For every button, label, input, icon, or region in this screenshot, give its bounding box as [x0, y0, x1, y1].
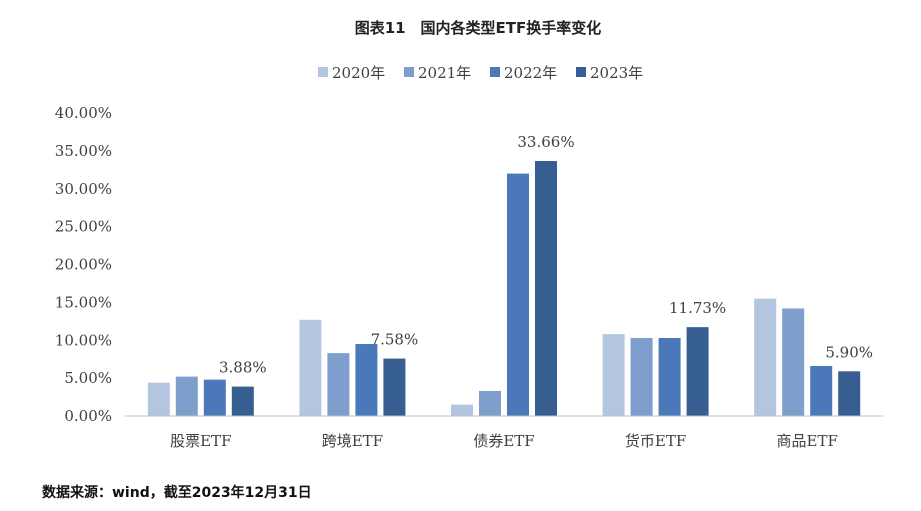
- legend-label: 2020年: [332, 64, 385, 82]
- legend-label: 2022年: [504, 64, 557, 82]
- bar-1-3: [451, 404, 473, 416]
- chart-title: 图表11 国内各类型ETF换手率变化: [355, 19, 602, 37]
- bar-2-1: [175, 376, 198, 416]
- data-label: 3.88%: [219, 359, 267, 377]
- bar-1-1: [147, 382, 170, 416]
- x-tick-label: 债券ETF: [473, 432, 534, 450]
- bar-4-3: [535, 161, 557, 416]
- source-note: 数据来源：wind，截至2023年12月31日: [42, 484, 312, 501]
- bar-1-5: [754, 298, 777, 416]
- y-tick-label: 25.00%: [55, 218, 112, 236]
- bar-3-3: [507, 173, 529, 416]
- bar-1-2: [299, 319, 322, 416]
- bar-2-5: [782, 308, 805, 416]
- bar-3-2: [355, 344, 378, 416]
- x-tick-label: 商品ETF: [777, 432, 838, 450]
- data-label: 7.58%: [371, 331, 419, 349]
- y-tick-label: 15.00%: [55, 293, 112, 311]
- bar-1-4: [602, 334, 625, 416]
- bar-4-1: [231, 386, 254, 416]
- bar-3-1: [203, 379, 226, 416]
- y-tick-label: 35.00%: [55, 142, 112, 160]
- data-labels: 3.88% 7.58% 33.66% 11.73% 5.90%: [219, 133, 873, 377]
- y-tick-label: 40.00%: [55, 104, 112, 122]
- x-tick-label: 跨境ETF: [322, 432, 383, 450]
- legend-swatch: [490, 67, 500, 77]
- bar-4-4: [686, 327, 709, 416]
- x-axis: 股票ETF 跨境ETF 债券ETF 货币ETF 商品ETF: [170, 432, 838, 450]
- data-label: 5.90%: [825, 343, 873, 361]
- x-tick-label: 货币ETF: [625, 432, 686, 450]
- legend-swatch: [576, 67, 586, 77]
- legend-label: 2021年: [418, 64, 471, 82]
- y-tick-label: 20.00%: [55, 256, 112, 274]
- x-tick-label: 股票ETF: [170, 432, 231, 450]
- bar-4-5: [838, 371, 861, 416]
- bar-2-3: [479, 391, 501, 416]
- legend-label: 2023年: [590, 64, 643, 82]
- bar-2-4: [630, 337, 653, 416]
- legend-swatch: [404, 67, 414, 77]
- y-tick-label: 30.00%: [55, 180, 112, 198]
- bar-2-2: [327, 353, 350, 416]
- bar-3-4: [658, 337, 681, 416]
- y-axis: 0.00% 5.00% 10.00% 15.00% 20.00% 25.00% 30.00%…: [55, 104, 112, 425]
- y-tick-label: 5.00%: [64, 369, 112, 387]
- legend: 2020年 2021年 2022年 2023年: [318, 64, 643, 82]
- data-label: 33.66%: [517, 133, 574, 151]
- legend-swatch: [318, 67, 328, 77]
- bars: [147, 161, 861, 416]
- bar-4-2: [383, 358, 406, 416]
- y-tick-label: 0.00%: [64, 407, 112, 425]
- data-label: 11.73%: [669, 299, 726, 317]
- bar-3-5: [810, 366, 833, 416]
- y-tick-label: 10.00%: [55, 331, 112, 349]
